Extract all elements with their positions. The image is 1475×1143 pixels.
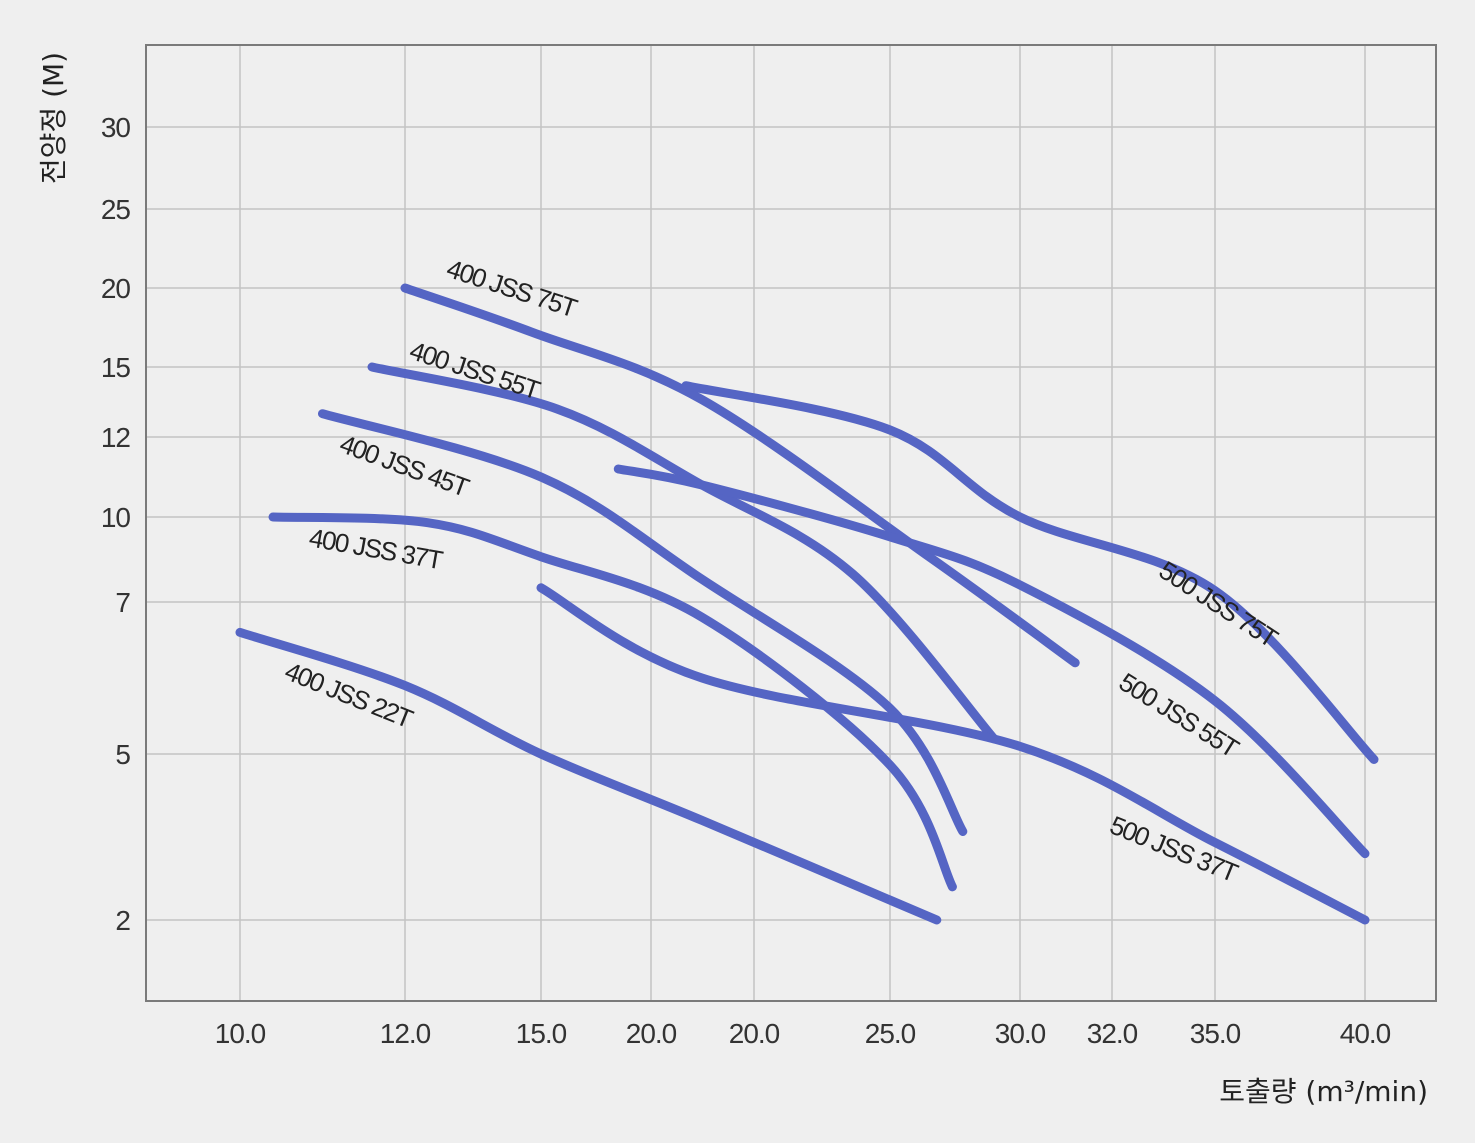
y-tick-label: 12	[101, 422, 131, 453]
x-tick-label: 30.0	[995, 1018, 1046, 1049]
series-line-500-jss-55t	[613, 464, 1370, 859]
x-tick-label: 40.0	[1340, 1018, 1391, 1049]
x-tick-label: 12.0	[380, 1018, 431, 1049]
grid	[147, 46, 1435, 1000]
y-tick-label: 25	[101, 194, 131, 225]
y-tick-label: 2	[115, 905, 130, 936]
x-tick-label: 35.0	[1190, 1018, 1241, 1049]
y-axis-title: 전양정 (M)	[37, 52, 70, 184]
x-tick-label: 20.0	[626, 1018, 677, 1049]
x-tick-label: 32.0	[1087, 1018, 1138, 1049]
series-line-400-jss-45t	[318, 409, 968, 836]
y-tick-label: 20	[101, 273, 131, 304]
y-tick-label: 7	[115, 587, 130, 618]
curves	[235, 283, 1379, 925]
x-axis-title: 토출량 (m³/min)	[1219, 1075, 1428, 1108]
y-tick-label: 5	[115, 739, 130, 770]
x-tick-label: 10.0	[215, 1018, 266, 1049]
series-line-400-jss-22t	[235, 627, 942, 925]
series-line-400-jss-37t	[268, 512, 957, 892]
y-tick-label: 15	[101, 352, 131, 383]
x-tick-label: 15.0	[516, 1018, 567, 1049]
x-tick-label: 20.0	[729, 1018, 780, 1049]
y-tick-label: 30	[101, 112, 131, 143]
x-tick-label: 25.0	[865, 1018, 916, 1049]
y-tick-label: 10	[101, 502, 131, 533]
series-line-500-jss-37t	[536, 583, 1370, 925]
x-axis-ticks: 10.0 12.0 15.0 20.0 20.0 25.0 30.0 32.0 35.0 40.0	[215, 1018, 1392, 1049]
series-line-400-jss-75t	[400, 283, 1080, 668]
y-axis-ticks: 30 25 20 15 12 10 7 5 2	[101, 112, 132, 936]
series-line-500-jss-75t	[681, 381, 1379, 764]
